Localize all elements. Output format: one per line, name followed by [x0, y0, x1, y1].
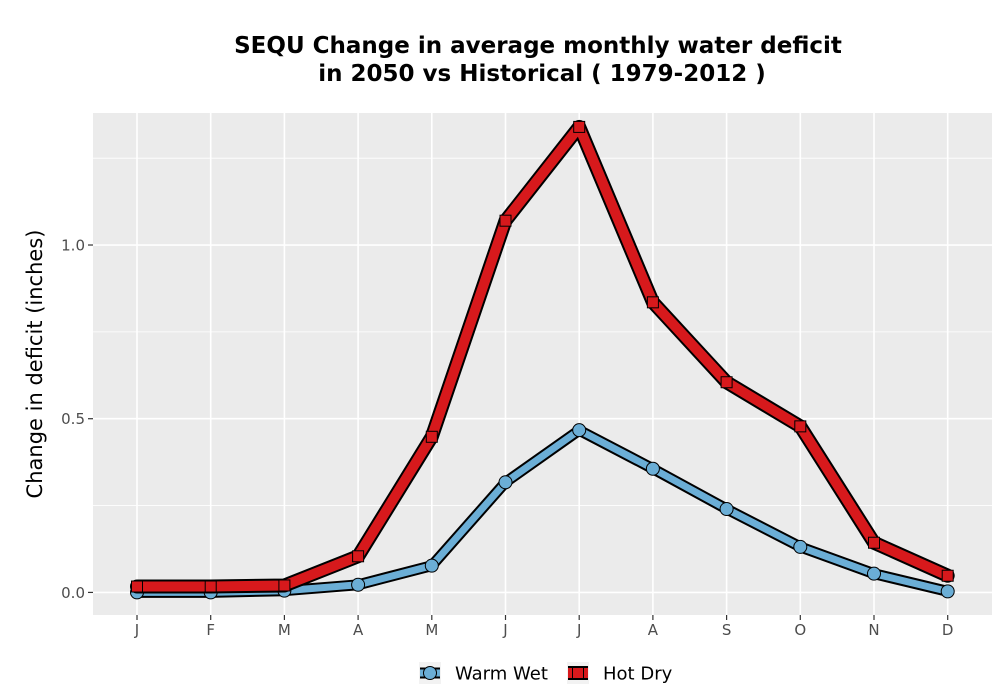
point-hot-dry — [131, 580, 143, 593]
chart-title-line-1: SEQU Change in average monthly water def… — [234, 33, 842, 59]
point-warm-wet — [867, 566, 881, 581]
x-tick-label: F — [206, 621, 215, 639]
x-tick-label: A — [648, 621, 659, 639]
point-warm-wet — [793, 539, 808, 554]
legend-item-warm-wet: Warm Wet — [419, 662, 548, 685]
series-line-hot-dry — [132, 121, 953, 592]
legend-label: Hot Dry — [603, 664, 673, 685]
legend-marker — [423, 666, 437, 680]
x-tick-label: M — [425, 621, 438, 639]
y-tick-label: 1.0 — [61, 237, 85, 255]
point-warm-wet — [424, 558, 439, 573]
y-axis: 0.0 0.5 1.0 — [61, 237, 93, 602]
y-tick-label: 0.0 — [61, 584, 85, 602]
point-hot-dry — [646, 296, 659, 309]
series-layer — [130, 119, 955, 600]
x-tick-label: N — [868, 621, 879, 639]
point-hot-dry — [278, 579, 291, 592]
x-tick-label: D — [942, 621, 954, 639]
y-axis-label: Change in deficit (inches) — [23, 230, 47, 499]
grid-lines — [93, 113, 992, 615]
point-warm-wet — [498, 475, 513, 490]
point-hot-dry — [204, 580, 217, 593]
legend-item-hot-dry: Hot Dry — [567, 662, 673, 685]
point-hot-dry — [573, 120, 586, 133]
legend-marker — [572, 667, 584, 679]
legend: Warm Wet Hot Dry — [419, 662, 673, 685]
x-tick-label: S — [722, 621, 732, 639]
point-warm-wet — [572, 423, 587, 438]
x-tick-label: J — [502, 621, 507, 639]
point-hot-dry — [352, 550, 365, 563]
point-hot-dry — [720, 376, 733, 389]
point-hot-dry — [941, 569, 954, 582]
y-tick-label: 0.5 — [61, 410, 85, 428]
x-tick-label: O — [794, 621, 806, 639]
x-tick-label: J — [134, 621, 139, 639]
point-warm-wet — [940, 584, 955, 599]
point-warm-wet — [645, 461, 660, 476]
x-tick-label: J — [576, 621, 581, 639]
point-hot-dry — [425, 430, 438, 443]
point-hot-dry — [499, 214, 512, 227]
chart-title-line-2: in 2050 vs Historical ( 1979-2012 ) — [318, 61, 765, 87]
point-hot-dry — [794, 420, 807, 433]
plot-panel — [93, 113, 992, 615]
point-warm-wet — [351, 577, 366, 592]
legend-label: Warm Wet — [455, 664, 548, 685]
point-warm-wet — [719, 502, 734, 517]
x-tick-label: A — [353, 621, 364, 639]
x-tick-label: M — [278, 621, 291, 639]
point-hot-dry — [868, 536, 880, 549]
